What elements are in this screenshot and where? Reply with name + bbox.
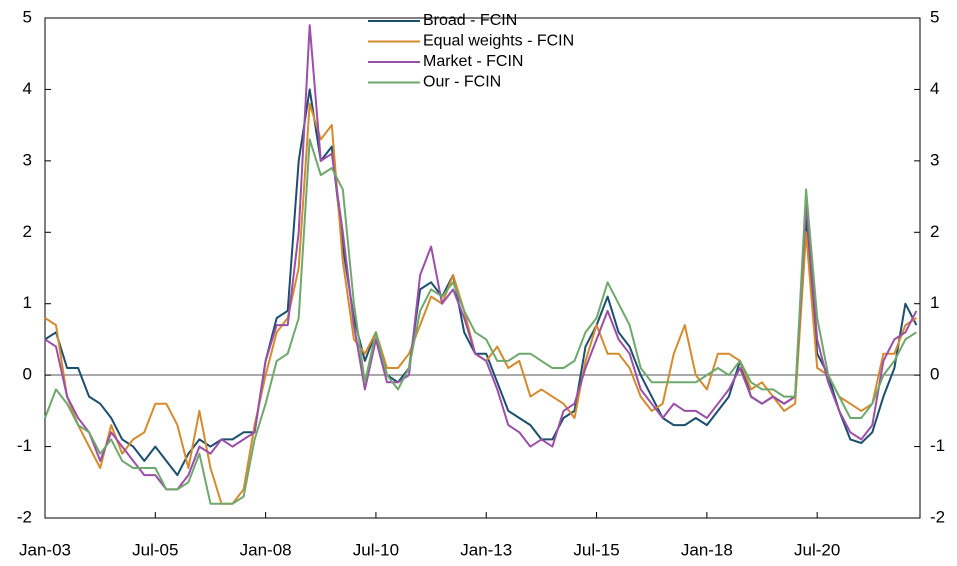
y2-tick-label: -1 — [930, 436, 945, 455]
y-tick-label: -1 — [17, 436, 32, 455]
series-line — [44, 102, 917, 505]
x-tick-label: Jul-20 — [794, 540, 840, 559]
legend: Broad - FCIN Equal weights - FCIN Market -… — [368, 12, 574, 91]
y-tick-label: 1 — [23, 293, 32, 312]
x-tick-label: Jul-15 — [573, 540, 619, 559]
x-tick-label: Jan-03 — [19, 540, 71, 559]
x-tick-label: Jul-10 — [353, 540, 399, 559]
y2-tick-label: 1 — [930, 293, 939, 312]
legend-label: Our - FCIN — [423, 74, 501, 91]
y2-tick-label: 5 — [930, 7, 939, 26]
y-tick-label: -2 — [17, 507, 32, 526]
y2-tick-label: 3 — [930, 150, 939, 169]
y-tick-label: 2 — [23, 222, 32, 241]
legend-label: Market - FCIN — [423, 53, 523, 70]
y2-tick-label: -2 — [930, 507, 945, 526]
y2-tick-label: 0 — [930, 365, 939, 384]
y-tick-label: 4 — [23, 79, 32, 98]
y-tick-label: 5 — [23, 7, 32, 26]
y2-tick-label: 4 — [930, 79, 939, 98]
plot-frame — [44, 17, 921, 519]
y-tick-label: 3 — [23, 150, 32, 169]
series-line — [44, 138, 917, 505]
x-tick-label: Jan-18 — [681, 540, 733, 559]
y-tick-label: 0 — [23, 365, 32, 384]
legend-label: Broad - FCIN — [423, 12, 517, 29]
x-tick-label: Jan-13 — [460, 540, 512, 559]
legend-label: Equal weights - FCIN — [423, 33, 574, 50]
x-tick-label: Jan-08 — [240, 540, 292, 559]
y2-tick-label: 2 — [930, 222, 939, 241]
series-line — [44, 24, 918, 491]
series-line — [44, 88, 918, 477]
x-tick-label: Jul-05 — [132, 540, 178, 559]
